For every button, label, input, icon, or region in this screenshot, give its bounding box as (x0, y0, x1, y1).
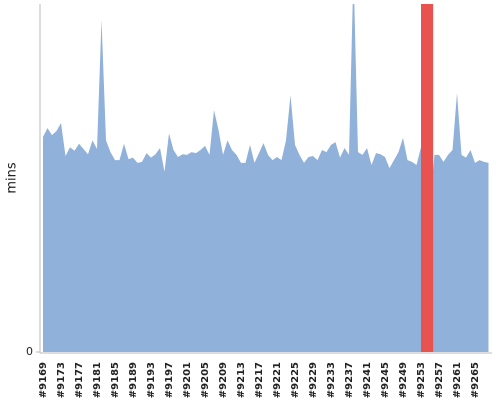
x-tick-label: #9213 (236, 362, 247, 398)
x-tick-label: #9221 (272, 362, 283, 398)
x-tick-label: #9257 (434, 362, 445, 398)
highlight-band (421, 4, 434, 352)
x-tick-label: #9225 (290, 362, 301, 398)
x-tick-label: #9265 (470, 362, 481, 398)
x-tick-label: #9253 (416, 362, 427, 398)
y-axis-label: mins (5, 162, 20, 194)
x-tick-label: #9193 (146, 362, 157, 398)
x-tick-label: #9197 (164, 362, 175, 398)
x-tick-label: #9261 (452, 362, 463, 398)
plot-area (43, 4, 489, 352)
x-tick-label: #9185 (110, 362, 121, 398)
x-tick-label: #9169 (38, 362, 49, 398)
x-tick-label: #9229 (308, 362, 319, 398)
x-tick-label: #9249 (398, 362, 409, 398)
x-tick-label: #9189 (128, 362, 139, 398)
x-tick-label: #9233 (326, 362, 337, 398)
x-tick-label: #9205 (200, 362, 211, 398)
area (43, 4, 489, 352)
x-tick-label: #9245 (380, 362, 391, 398)
x-tick-label: #9181 (92, 362, 103, 398)
x-tick-label: #9173 (56, 362, 67, 398)
y-tick-label: 0 (26, 345, 33, 358)
x-tick-label: #9177 (74, 362, 85, 398)
x-tick-label: #9241 (362, 362, 373, 398)
x-tick-label: #9217 (254, 362, 265, 398)
x-tick-label: #9201 (182, 362, 193, 398)
x-tick-label: #9209 (218, 362, 229, 398)
x-tick-label: #9237 (344, 362, 355, 398)
